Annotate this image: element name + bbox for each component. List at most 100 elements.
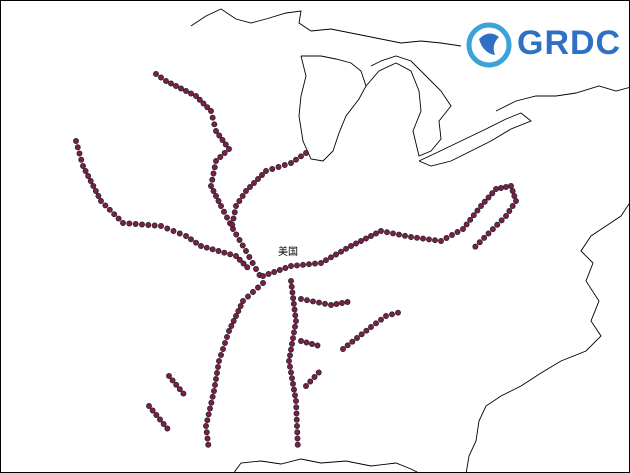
station-point[interactable]: [204, 104, 211, 111]
station-point[interactable]: [164, 425, 171, 432]
station-point[interactable]: [289, 289, 296, 296]
station-point[interactable]: [333, 251, 339, 258]
station-point[interactable]: [170, 228, 177, 234]
station-point[interactable]: [432, 237, 438, 244]
station-point[interactable]: [82, 168, 89, 174]
station-point[interactable]: [288, 369, 294, 376]
station-point[interactable]: [378, 228, 384, 234]
station-point[interactable]: [294, 435, 301, 442]
station-point[interactable]: [233, 313, 239, 319]
station-point[interactable]: [290, 380, 296, 387]
station-point[interactable]: [196, 96, 203, 103]
station-point[interactable]: [340, 346, 346, 352]
station-point[interactable]: [80, 163, 86, 169]
station-point[interactable]: [98, 198, 104, 204]
station-point[interactable]: [269, 166, 276, 172]
station-point[interactable]: [368, 324, 374, 330]
station-point[interactable]: [290, 335, 296, 342]
station-point[interactable]: [315, 369, 322, 376]
station-point[interactable]: [213, 193, 219, 199]
station-point[interactable]: [210, 188, 217, 194]
station-point[interactable]: [239, 242, 246, 249]
station-point[interactable]: [289, 340, 295, 347]
station-point[interactable]: [240, 260, 247, 267]
station-point[interactable]: [328, 302, 334, 308]
station-point[interactable]: [349, 338, 356, 345]
station-point[interactable]: [293, 156, 299, 163]
station-point[interactable]: [149, 407, 156, 414]
station-point[interactable]: [292, 312, 299, 319]
station-point[interactable]: [233, 253, 239, 259]
station-point[interactable]: [506, 208, 513, 214]
station-point[interactable]: [251, 180, 257, 186]
station-point[interactable]: [363, 327, 370, 334]
station-point[interactable]: [373, 230, 379, 237]
station-point[interactable]: [164, 225, 171, 232]
station-point[interactable]: [312, 260, 318, 267]
station-point[interactable]: [303, 383, 309, 389]
station-point[interactable]: [498, 217, 505, 224]
station-point[interactable]: [314, 342, 321, 349]
station-point[interactable]: [292, 392, 298, 399]
station-point[interactable]: [233, 231, 240, 238]
station-point[interactable]: [291, 329, 297, 336]
station-point[interactable]: [294, 423, 300, 429]
station-point[interactable]: [311, 374, 318, 380]
station-point[interactable]: [183, 233, 189, 239]
station-point[interactable]: [260, 273, 266, 279]
station-point[interactable]: [183, 88, 189, 94]
station-point[interactable]: [304, 297, 310, 304]
station-point[interactable]: [90, 183, 97, 189]
station-point[interactable]: [212, 382, 218, 388]
station-point[interactable]: [328, 254, 334, 261]
station-point[interactable]: [176, 386, 183, 393]
station-point[interactable]: [485, 230, 492, 237]
station-point[interactable]: [231, 209, 238, 216]
station-point[interactable]: [239, 193, 246, 199]
station-point[interactable]: [236, 237, 243, 243]
station-point[interactable]: [215, 198, 222, 204]
station-point[interactable]: [78, 156, 85, 163]
station-point[interactable]: [76, 150, 83, 157]
station-point[interactable]: [227, 251, 234, 258]
station-point[interactable]: [219, 137, 226, 143]
station-point[interactable]: [243, 248, 249, 254]
station-point[interactable]: [209, 246, 216, 253]
station-point[interactable]: [216, 132, 223, 139]
station-point[interactable]: [218, 352, 224, 358]
station-point[interactable]: [168, 80, 174, 87]
station-point[interactable]: [210, 170, 217, 177]
station-point[interactable]: [217, 154, 224, 160]
station-point[interactable]: [306, 261, 312, 268]
station-point[interactable]: [153, 412, 160, 418]
station-point[interactable]: [245, 293, 251, 300]
station-point[interactable]: [265, 271, 272, 277]
station-point[interactable]: [291, 306, 298, 313]
station-point[interactable]: [287, 363, 293, 370]
station-point[interactable]: [402, 232, 408, 239]
station-point[interactable]: [298, 296, 304, 302]
station-point[interactable]: [293, 398, 299, 404]
station-point[interactable]: [300, 261, 306, 268]
station-point[interactable]: [228, 323, 235, 329]
station-point[interactable]: [203, 423, 209, 429]
station-point[interactable]: [158, 223, 164, 229]
station-point[interactable]: [333, 301, 340, 307]
station-point[interactable]: [503, 213, 509, 219]
station-point[interactable]: [214, 370, 220, 376]
station-point[interactable]: [208, 108, 214, 114]
station-point[interactable]: [226, 146, 232, 152]
station-point[interactable]: [237, 303, 244, 309]
station-point[interactable]: [236, 256, 243, 263]
station-point[interactable]: [208, 399, 215, 406]
station-point[interactable]: [463, 221, 470, 228]
station-point[interactable]: [203, 244, 210, 251]
station-point[interactable]: [211, 164, 218, 171]
station-point[interactable]: [145, 222, 152, 228]
station-point[interactable]: [222, 340, 228, 346]
station-point[interactable]: [221, 150, 228, 156]
station-point[interactable]: [240, 298, 246, 304]
station-point[interactable]: [449, 232, 455, 238]
station-point[interactable]: [259, 172, 265, 178]
station-point[interactable]: [85, 173, 92, 179]
